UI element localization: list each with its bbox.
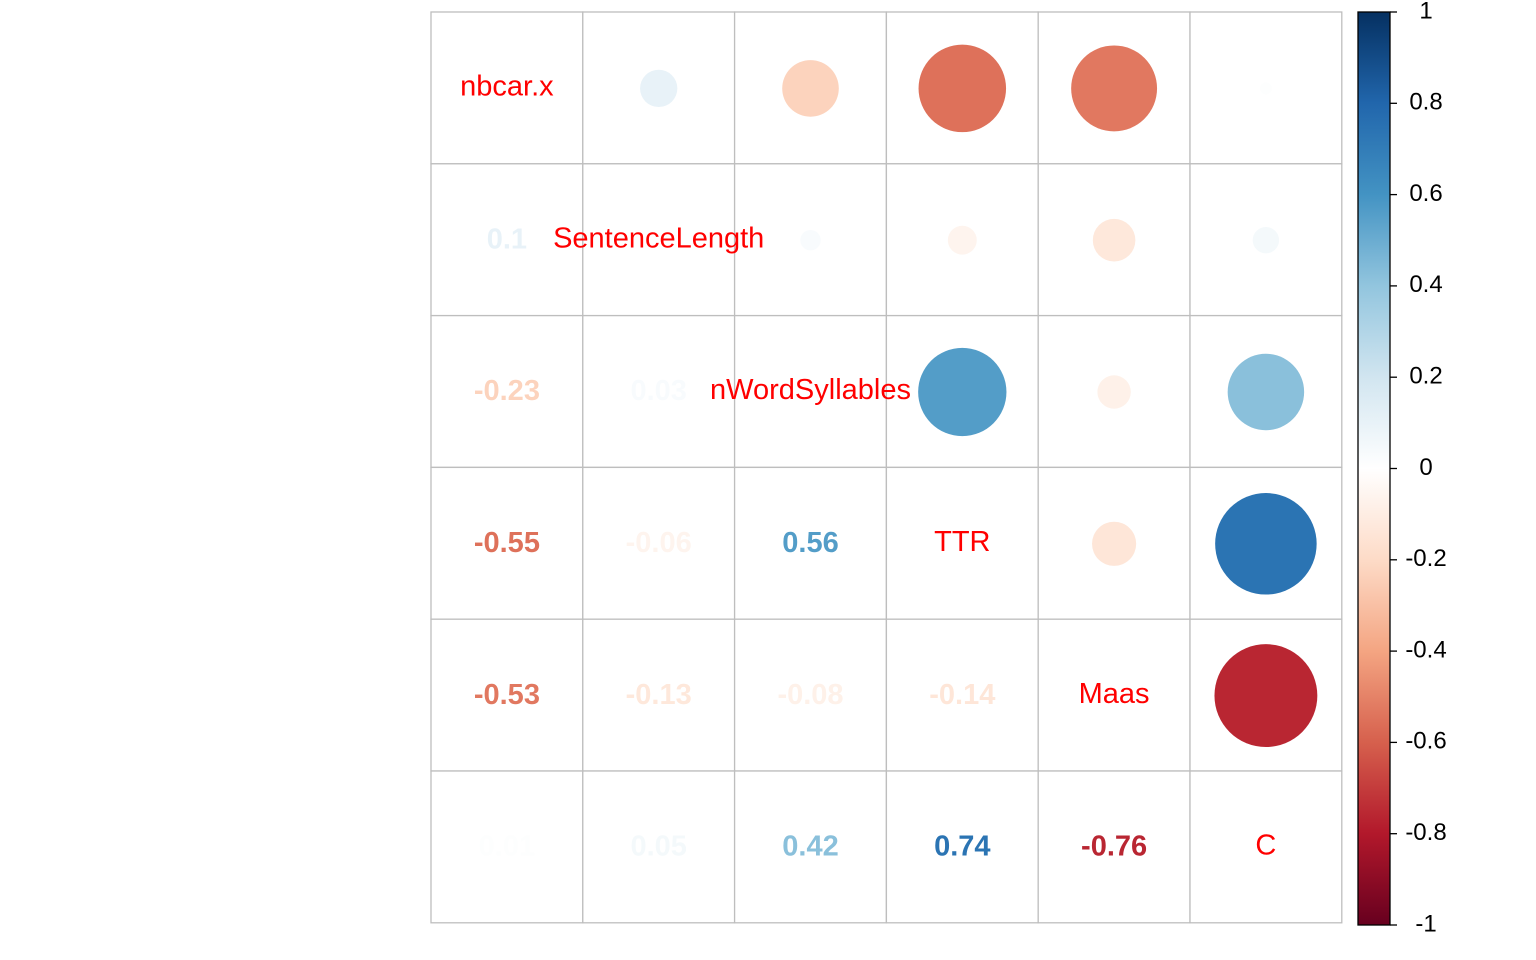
matrix-cells xyxy=(430,11,1343,924)
matrix-cell xyxy=(885,618,1039,772)
matrix-cell xyxy=(430,314,584,469)
matrix-cell xyxy=(733,314,888,469)
colorbar-tick-label: -0.6 xyxy=(1405,728,1446,755)
correlation-circle xyxy=(1092,521,1137,566)
correlation-value-label: -0.14 xyxy=(929,679,995,711)
correlation-value-label: -0.76 xyxy=(1081,831,1147,863)
matrix-cell xyxy=(1037,618,1191,772)
correlation-value-label: -0.06 xyxy=(626,527,692,559)
colorbar-gradient xyxy=(1357,11,1391,926)
correlation-value-label: -0.23 xyxy=(474,375,540,407)
correlation-circle xyxy=(947,225,977,255)
correlation-value-label: 0.74 xyxy=(934,831,990,863)
correlation-value-label: 0.1 xyxy=(487,223,527,255)
colorbar-tick-label: 0.4 xyxy=(1409,271,1442,298)
correlation-circle xyxy=(1071,45,1158,132)
correlation-value-label: 0.56 xyxy=(782,527,838,559)
matrix-cell xyxy=(430,618,584,772)
variable-label: SentenceLength xyxy=(553,222,764,254)
correlation-circle xyxy=(640,69,678,108)
matrix-cell xyxy=(733,618,888,772)
correlation-circle xyxy=(1092,218,1136,262)
colorbar: 1 0.8 0.6 0.4 0.2 0 -0.2 -0.4 -0.6 -0.8 -1 xyxy=(1357,0,1447,937)
correlation-value-label: 0.01 xyxy=(479,831,535,863)
correlation-value-label: 0.03 xyxy=(630,375,686,407)
correlation-circle xyxy=(1252,227,1280,254)
variable-label: Maas xyxy=(1079,678,1150,710)
matrix-cell xyxy=(885,770,1039,924)
matrix-cell xyxy=(430,466,584,620)
colorbar-tick-label: -0.2 xyxy=(1405,545,1446,572)
colorbar-tick-label: 0 xyxy=(1419,454,1432,481)
colorbar-tick-label: 1 xyxy=(1419,0,1432,24)
correlation-value-label: -0.55 xyxy=(474,527,540,559)
variable-label: nWordSyllables xyxy=(710,374,911,406)
correlation-circle xyxy=(782,60,839,117)
correlation-value-label: -0.08 xyxy=(777,679,843,711)
colorbar-tick-label: -0.8 xyxy=(1405,819,1446,846)
matrix-cell xyxy=(1037,770,1191,924)
correlation-value-label: -0.13 xyxy=(626,679,692,711)
matrix-cell xyxy=(1189,770,1343,924)
colorbar-tick-label: 0.8 xyxy=(1409,89,1442,116)
matrix-cell xyxy=(582,466,736,620)
matrix-marks: 0.1 -0.23 0.03 -0.55 -0.06 0.56 -0.53 -0.13 -0.0… xyxy=(460,44,1318,863)
colorbar-tick-label: 0.6 xyxy=(1409,180,1442,207)
correlation-circle xyxy=(1097,375,1131,409)
correlation-value-label: 0.42 xyxy=(782,831,838,863)
matrix-cell xyxy=(430,770,584,924)
correlation-circle xyxy=(918,44,1007,133)
variable-label: nbcar.x xyxy=(460,71,554,103)
correlation-circle xyxy=(1260,82,1272,95)
colorbar-tick-label: -0.4 xyxy=(1405,636,1446,663)
colorbar-tick-label: -1 xyxy=(1415,910,1436,937)
correlation-circle xyxy=(1215,493,1317,595)
matrix-cell xyxy=(733,466,888,620)
matrix-cell xyxy=(582,163,736,317)
correlation-value-label: 0.05 xyxy=(630,831,686,863)
correlation-circle xyxy=(1214,644,1318,748)
correlation-circle xyxy=(800,229,821,251)
correlation-circle xyxy=(918,347,1007,437)
correlation-value-label: -0.53 xyxy=(474,679,540,711)
matrix-cell xyxy=(885,466,1039,620)
matrix-cell xyxy=(430,11,584,165)
variable-label: TTR xyxy=(934,526,990,558)
variable-label: C xyxy=(1255,830,1276,862)
matrix-cell xyxy=(582,314,736,469)
correlation-circle xyxy=(1227,353,1305,431)
colorbar-tick-label: 0.2 xyxy=(1409,363,1442,390)
